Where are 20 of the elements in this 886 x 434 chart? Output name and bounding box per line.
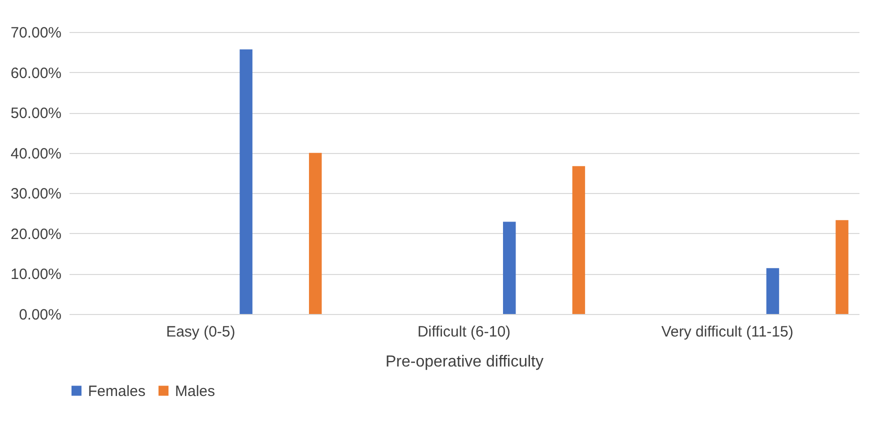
bar xyxy=(308,152,322,314)
y-tick-label: 0.00% xyxy=(18,306,62,324)
bar xyxy=(766,268,780,314)
x-tick-label: Very difficult (11-15) xyxy=(661,324,794,340)
x-tick-label: Easy (0-5) xyxy=(166,324,236,340)
x-tick-label: Difficult (6-10) xyxy=(417,324,511,340)
bar xyxy=(240,49,252,314)
legend-label: Males xyxy=(175,382,216,400)
y-tick-label: 10.00% xyxy=(10,266,62,284)
bar xyxy=(503,222,516,314)
y-tick-label: 40.00% xyxy=(10,145,62,162)
y-tick-label: 60.00% xyxy=(10,64,62,82)
y-tick-label: 50.00% xyxy=(10,105,62,122)
y-tick-label: 30.00% xyxy=(10,186,62,203)
y-tick-label: 70.00% xyxy=(10,24,62,42)
y-tick-label: 20.00% xyxy=(10,226,62,243)
x-axis-title: Pre-operative difficulty xyxy=(386,354,544,370)
bar xyxy=(836,220,848,314)
bar xyxy=(572,166,586,314)
legend-label: Females xyxy=(88,382,146,400)
